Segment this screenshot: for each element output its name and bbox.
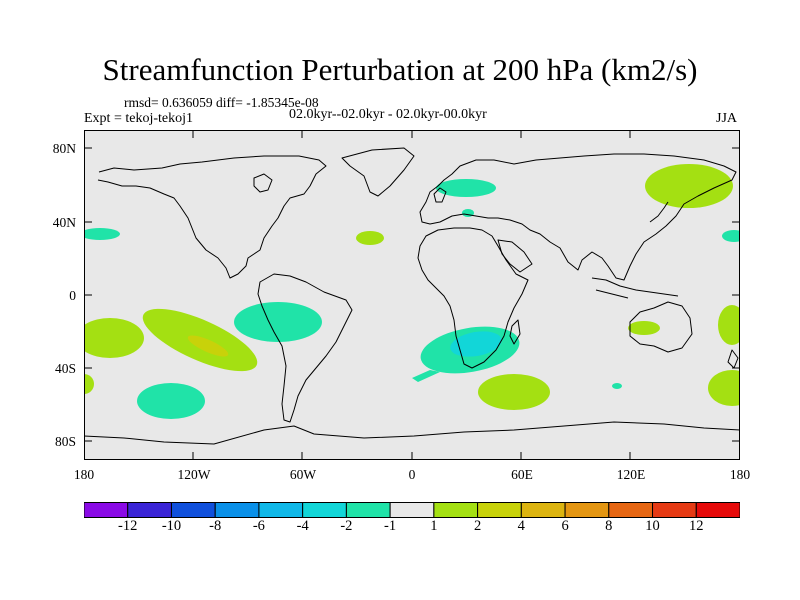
colorbar-label: 12	[689, 518, 704, 534]
colorbar-box	[258, 502, 304, 518]
anomaly-s-indian	[478, 374, 550, 410]
colorbar-label: 2	[473, 518, 482, 534]
anomaly-sw-pacific	[708, 370, 740, 406]
anomaly-n-africa	[356, 231, 384, 245]
coastline-africa	[417, 227, 529, 369]
colorbar-box	[127, 502, 172, 518]
colorbar-box	[652, 502, 697, 518]
colorbar-box	[170, 502, 216, 518]
colorbar-box	[433, 502, 479, 518]
colorbar	[84, 502, 740, 518]
colorbar-label: -1	[384, 518, 397, 534]
colorbar-box	[84, 502, 129, 518]
colorbar-label: -4	[296, 518, 309, 534]
anomaly-southern-africa-core	[450, 331, 502, 357]
coastline-japan	[649, 201, 669, 223]
lon-label-60w: 60W	[289, 467, 317, 482]
colorbar-box	[477, 502, 522, 518]
colorbar-box	[564, 502, 610, 518]
colorbar-label: -12	[118, 518, 138, 534]
colorbar-label: -10	[161, 518, 182, 534]
lat-label-80s: 80S	[54, 434, 76, 449]
axis-ticks	[84, 130, 740, 460]
anomaly-north-atlantic	[436, 179, 496, 197]
colorbar-label: -2	[340, 518, 353, 534]
coastline-uk	[433, 187, 447, 203]
colorbar-label: 8	[605, 518, 613, 534]
coastline-indonesia	[591, 277, 679, 299]
colorbar-label: 1	[430, 518, 438, 534]
coastline-arabia	[497, 239, 533, 273]
anomaly-e-pacific-core	[187, 335, 229, 357]
colorbar-box	[389, 502, 435, 518]
colorbar-box	[302, 502, 347, 518]
anomaly-tasman	[718, 305, 740, 345]
experiment-years: 02.0kyr--02.0kyr - 02.0kyr-00.0kyr	[289, 107, 487, 122]
anomaly-small-s-indian	[612, 383, 622, 389]
anomaly-s-pacific	[234, 302, 322, 342]
colorbar-box	[214, 502, 260, 518]
lat-label-40n: 40N	[52, 215, 76, 230]
plot-title: Streamfunction Perturbation at 200 hPa (…	[102, 52, 698, 87]
lat-label-80n: 80N	[52, 141, 76, 156]
season-label: JJA	[716, 111, 738, 126]
colorbar-box	[695, 502, 740, 518]
coastline-madagascar	[509, 319, 521, 345]
experiment-line: Expt = tekoj-tekoj1	[84, 111, 193, 126]
lon-label-180e: 180	[729, 467, 751, 482]
colorbar-box	[520, 502, 566, 518]
coastline-europe	[419, 153, 737, 281]
colorbar-label: 10	[645, 518, 660, 534]
colorbar-label: 4	[517, 518, 525, 534]
coastline-australia	[629, 301, 693, 353]
lon-label-180w: 180	[73, 467, 95, 482]
coastline-north-america	[97, 155, 327, 279]
anomaly-layer	[84, 164, 740, 419]
anomaly-se-pacific	[137, 383, 205, 419]
anomaly-australia	[628, 321, 660, 335]
colorbar-label: -6	[252, 518, 265, 534]
anomaly-ne-pacific	[722, 230, 740, 242]
lon-label-0: 0	[408, 467, 416, 482]
anomaly-dateline-south	[84, 374, 94, 394]
coastline-south-america	[257, 273, 353, 423]
anomaly-c-pacific	[84, 318, 144, 358]
lat-label-40s: 40S	[54, 361, 76, 376]
anomaly-cape-tail	[412, 370, 440, 382]
coastline-greenland	[341, 147, 415, 197]
lon-label-120w: 120W	[177, 467, 211, 482]
lat-label-0: 0	[69, 288, 76, 303]
anomaly-siberia	[645, 164, 733, 208]
coastline-hudson-bay	[253, 173, 273, 193]
lon-label-120e: 120E	[616, 467, 646, 482]
colorbar-box	[608, 502, 654, 518]
colorbar-box	[345, 502, 391, 518]
coastline-layer	[84, 147, 740, 445]
lon-label-60e: 60E	[511, 467, 533, 482]
map-panel	[84, 130, 740, 460]
stats-line: rmsd= 0.636059 diff= -1.85345e-08	[124, 95, 319, 110]
coastline-antarctica	[84, 421, 740, 445]
colorbar-label: -8	[209, 518, 222, 534]
colorbar-label: 6	[561, 518, 569, 534]
anomaly-nw-pacific	[84, 228, 120, 240]
